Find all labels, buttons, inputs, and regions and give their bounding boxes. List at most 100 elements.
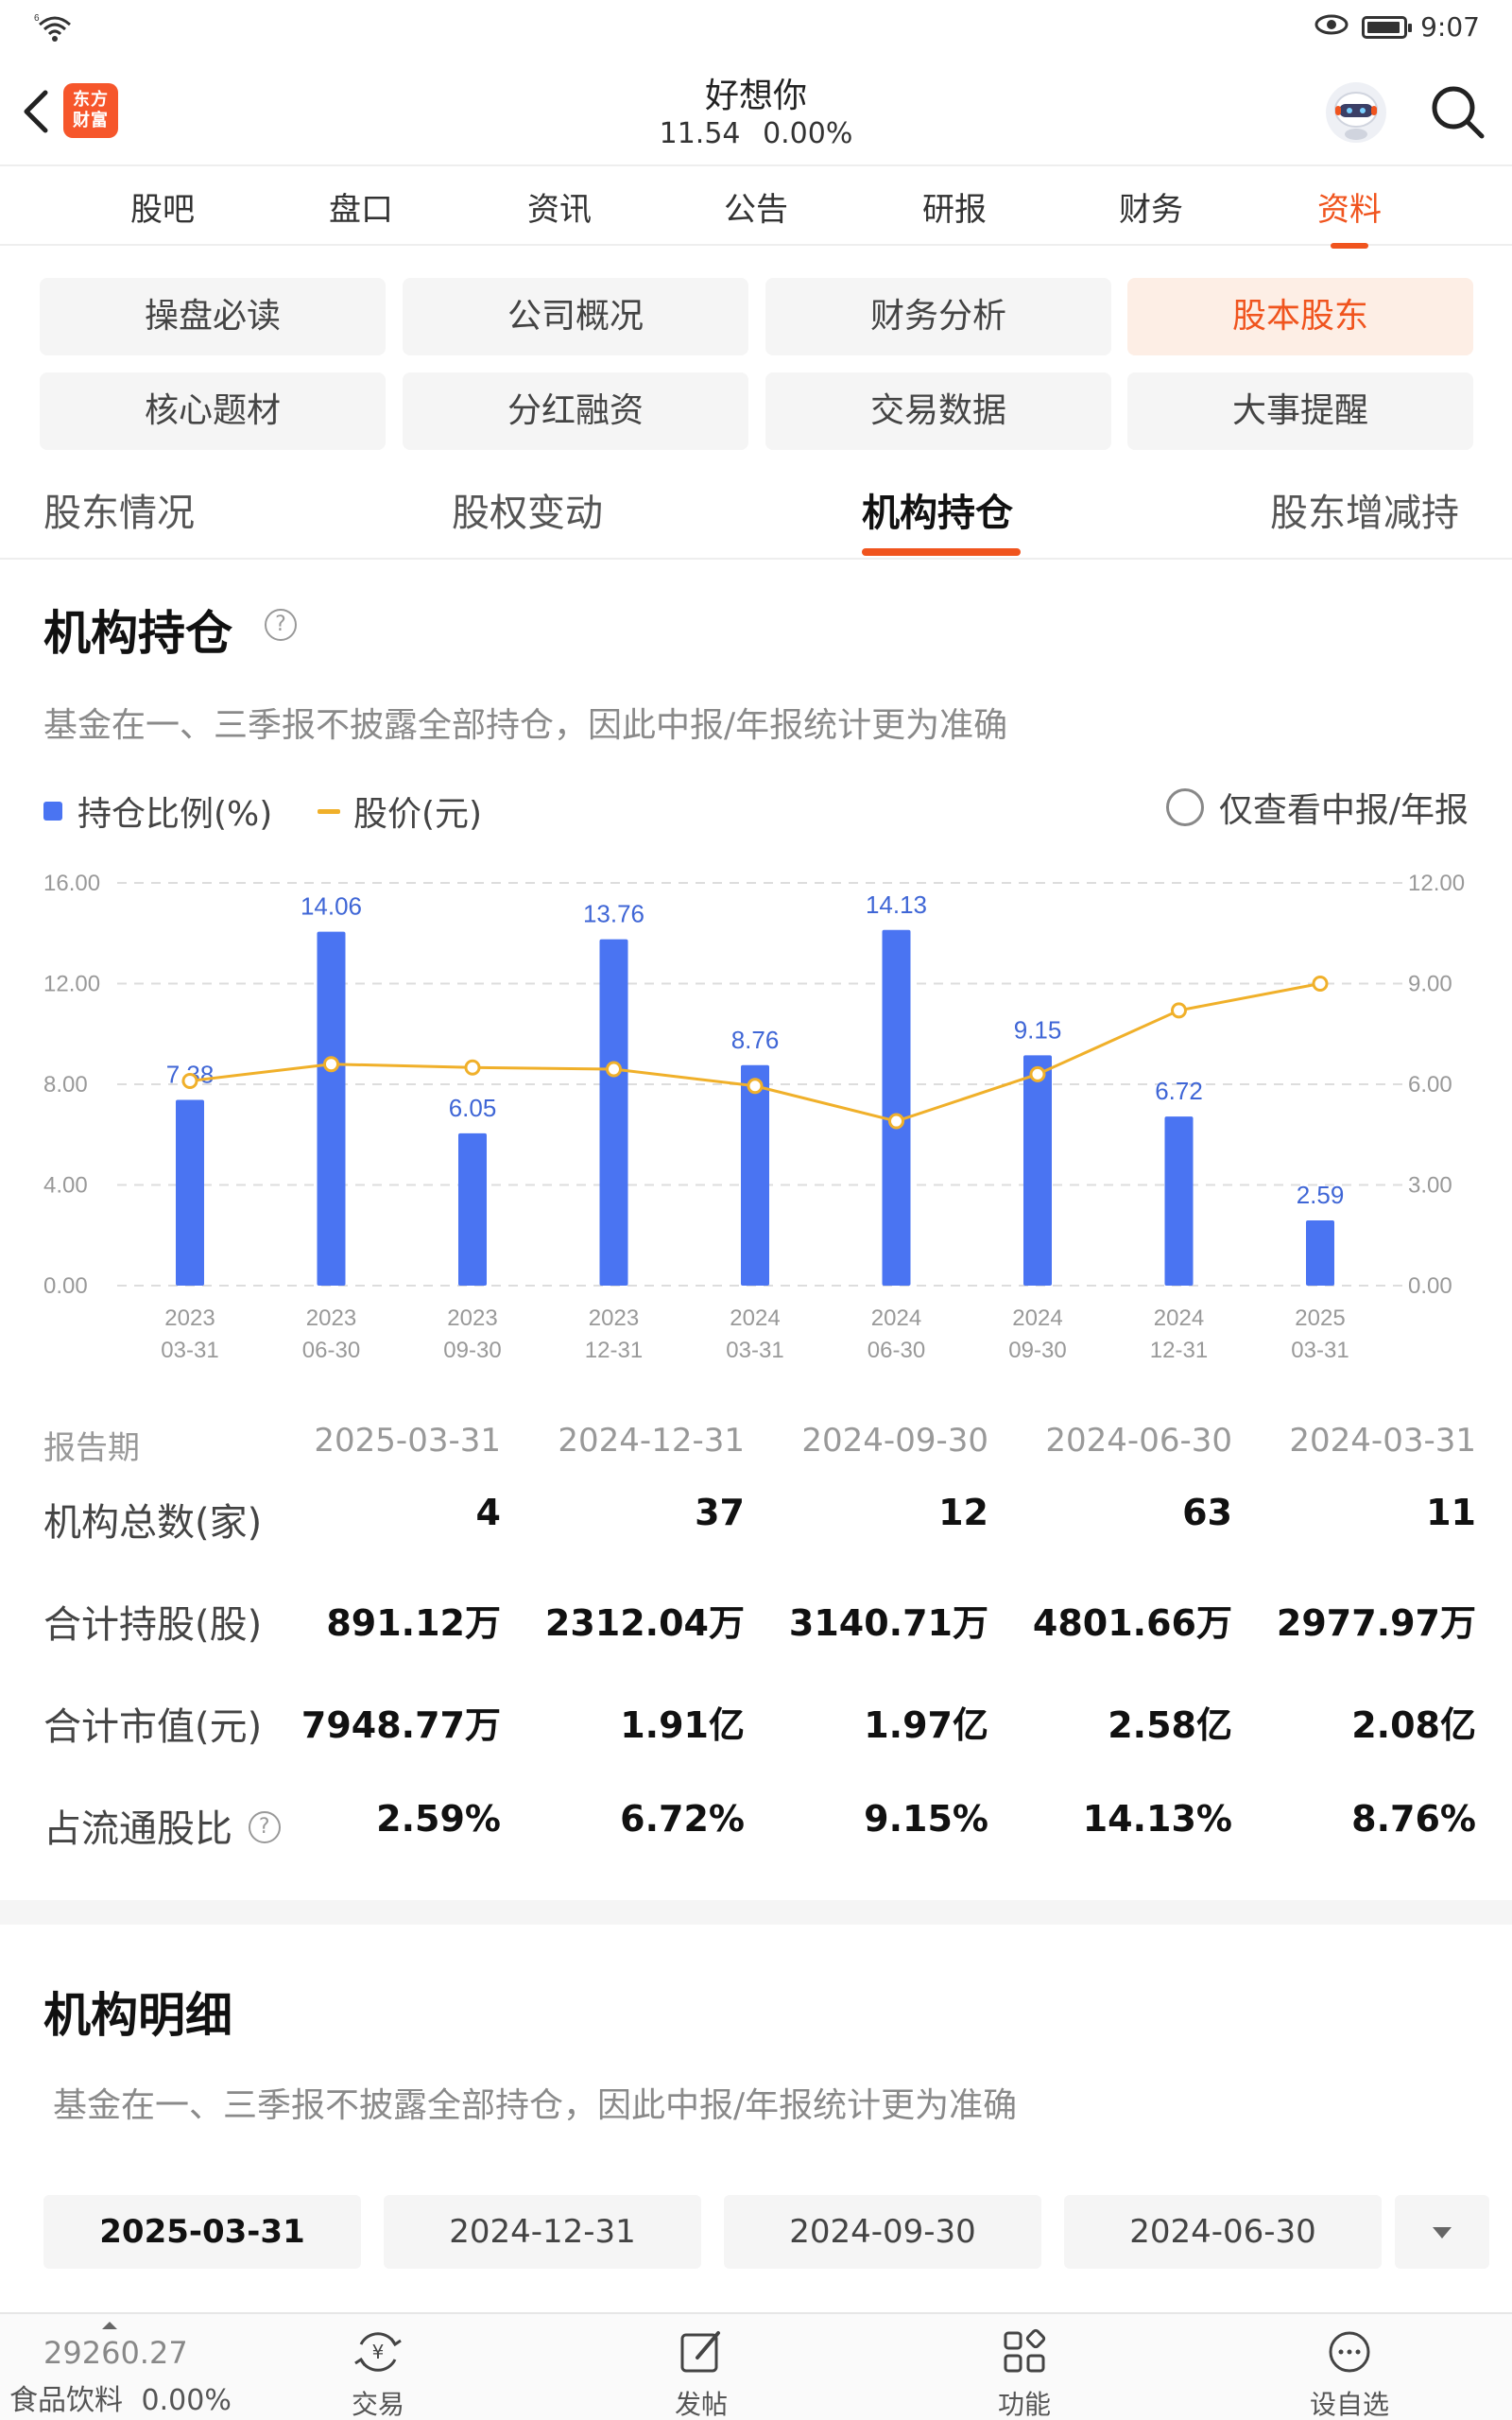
edit-icon — [673, 2324, 730, 2380]
x-tick-date: 09-30 — [443, 1338, 501, 1363]
grid-btn-must-read[interactable]: 操盘必读 — [40, 278, 386, 355]
bar-value-label: 2.59 — [1297, 1181, 1345, 1209]
bar-value-label: 8.76 — [731, 1026, 780, 1054]
grid-btn-company-overview[interactable]: 公司概况 — [403, 278, 748, 355]
table-cell: 37 — [695, 1492, 745, 1533]
section-title-holdings: 机构持仓 — [43, 606, 232, 661]
bar-value-label: 14.13 — [866, 890, 927, 919]
index-info[interactable]: 食品饮料 0.00% — [9, 2377, 232, 2418]
tab-research[interactable]: 研报 — [922, 191, 987, 229]
bar — [458, 1132, 487, 1286]
x-tick-date: 12-31 — [1150, 1338, 1208, 1363]
date-tab[interactable]: 2024-06-30 — [1064, 2195, 1382, 2269]
svg-text:6: 6 — [34, 13, 40, 24]
index-change: 0.00% — [141, 2384, 232, 2417]
table-period: 2024-03-31 — [1289, 1422, 1476, 1460]
caret-down-icon — [1433, 2227, 1452, 2238]
grid-btn-dividends[interactable]: 分红融资 — [403, 372, 748, 450]
help-icon[interactable]: ? — [265, 609, 297, 641]
tab-profile[interactable]: 资料 — [1283, 183, 1416, 249]
bar-value-label: 6.05 — [449, 1094, 497, 1122]
price-point — [323, 1056, 339, 1073]
bottom-functions-button[interactable]: 功能 — [968, 2324, 1081, 2420]
legend-holding-ratio: 持仓比例(%) — [43, 786, 272, 836]
bottom-functions-label: 功能 — [997, 2389, 1051, 2420]
stock-price-line: 11.54 0.00% — [0, 117, 1512, 150]
y-tick-left: 12.00 — [43, 972, 100, 997]
price-point — [888, 1113, 904, 1130]
y-tick-left: 16.00 — [43, 871, 100, 896]
grid-btn-shareholders[interactable]: 股本股东 — [1127, 278, 1473, 355]
x-tick-date: 06-30 — [302, 1338, 360, 1363]
x-tick-year: 2024 — [871, 1305, 921, 1331]
table-period: 2024-09-30 — [801, 1422, 988, 1460]
app-logo[interactable]: 东方财富 — [63, 83, 118, 138]
legend-line-swatch — [318, 808, 340, 814]
tab-pankou[interactable]: 盘口 — [329, 191, 393, 229]
tab-news[interactable]: 资讯 — [527, 191, 592, 229]
price-point — [464, 1059, 481, 1076]
stock-price: 11.54 — [659, 117, 741, 150]
date-tab[interactable]: 2024-12-31 — [384, 2195, 701, 2269]
bottom-watchlist-button[interactable]: 设自选 — [1293, 2324, 1406, 2420]
tab-finance[interactable]: 财务 — [1119, 191, 1183, 229]
grid-btn-trading-data[interactable]: 交易数据 — [765, 372, 1111, 450]
bar-value-label: 14.06 — [301, 892, 362, 921]
date-tab[interactable]: 2025-03-31 — [43, 2195, 361, 2269]
price-point — [1171, 1002, 1187, 1019]
help-icon[interactable]: ? — [248, 1811, 281, 1843]
legend-line-label: 股价(元) — [353, 795, 483, 834]
search-button[interactable] — [1427, 81, 1489, 144]
table-period: 2024-12-31 — [558, 1422, 745, 1460]
bottom-watchlist-label: 设自选 — [1309, 2389, 1389, 2420]
y-tick-left: 0.00 — [43, 1273, 88, 1299]
status-bar: 6 9:07 — [0, 0, 1512, 60]
row-label: 合计市值(元) — [43, 1705, 263, 1749]
date-dropdown-button[interactable] — [1395, 2195, 1489, 2269]
bottom-trade-label: 交易 — [351, 2389, 404, 2420]
radio-button[interactable] — [1165, 788, 1204, 826]
table-cell: 4 — [475, 1492, 501, 1533]
legend-bar-label: 持仓比例(%) — [77, 795, 273, 834]
grid-btn-events[interactable]: 大事提醒 — [1127, 372, 1473, 450]
x-tick-date: 03-31 — [1291, 1338, 1349, 1363]
assistant-robot-icon[interactable] — [1323, 79, 1389, 146]
row-label: 合计持股(股) — [43, 1603, 263, 1647]
section-title-details: 机构明细 — [43, 1988, 232, 2043]
table-cell: 2.59% — [376, 1798, 501, 1840]
subtab-holding-changes[interactable]: 股东增减持 — [1270, 492, 1459, 535]
subtab-institutional-holdings[interactable]: 机构持仓 — [862, 492, 1013, 535]
index-value[interactable]: 29260.27 — [43, 2335, 188, 2371]
subtab-equity-changes[interactable]: 股权变动 — [452, 492, 603, 535]
y-tick-left: 8.00 — [43, 1072, 88, 1098]
bar — [741, 1064, 769, 1286]
section-divider — [0, 1900, 1512, 1925]
back-button[interactable] — [13, 83, 60, 140]
row-label: 机构总数(家) — [43, 1501, 263, 1545]
details-note: 基金在一、三季报不披露全部持仓，因此中报/年报统计更为准确 — [53, 2086, 1018, 2125]
y-tick-right: 9.00 — [1408, 972, 1452, 997]
more-icon — [1321, 2324, 1378, 2380]
table-cell: 11 — [1426, 1492, 1476, 1533]
tab-announcements[interactable]: 公告 — [724, 191, 788, 229]
filter-label: 仅查看中报/年报 — [1218, 791, 1469, 830]
tab-guba[interactable]: 股吧 — [130, 191, 195, 229]
grid-btn-financial-analysis[interactable]: 财务分析 — [765, 278, 1111, 355]
filter-interim-annual[interactable]: 仅查看中报/年报 — [1165, 783, 1469, 832]
date-tab[interactable]: 2024-09-30 — [724, 2195, 1041, 2269]
svg-text:¥: ¥ — [372, 2341, 385, 2363]
bottom-trade-button[interactable]: ¥ 交易 — [321, 2324, 435, 2420]
caret-up-icon — [102, 2322, 117, 2329]
index-name: 食品饮料 — [9, 2384, 123, 2417]
x-tick-date: 12-31 — [585, 1338, 643, 1363]
y-tick-right: 12.00 — [1408, 871, 1465, 896]
grid-btn-core-themes[interactable]: 核心题材 — [40, 372, 386, 450]
subtab-shareholder-status[interactable]: 股东情况 — [43, 492, 195, 535]
x-tick-date: 03-31 — [161, 1338, 218, 1363]
bottom-post-button[interactable]: 发帖 — [644, 2324, 758, 2420]
grid-icon — [996, 2324, 1053, 2380]
x-tick-date: 03-31 — [726, 1338, 783, 1363]
stock-name: 好想你 — [704, 77, 807, 115]
sub-tabs: 股东情况 股权变动 机构持仓 股东增减持 — [0, 454, 1512, 560]
table-cell: 9.15% — [864, 1798, 988, 1840]
